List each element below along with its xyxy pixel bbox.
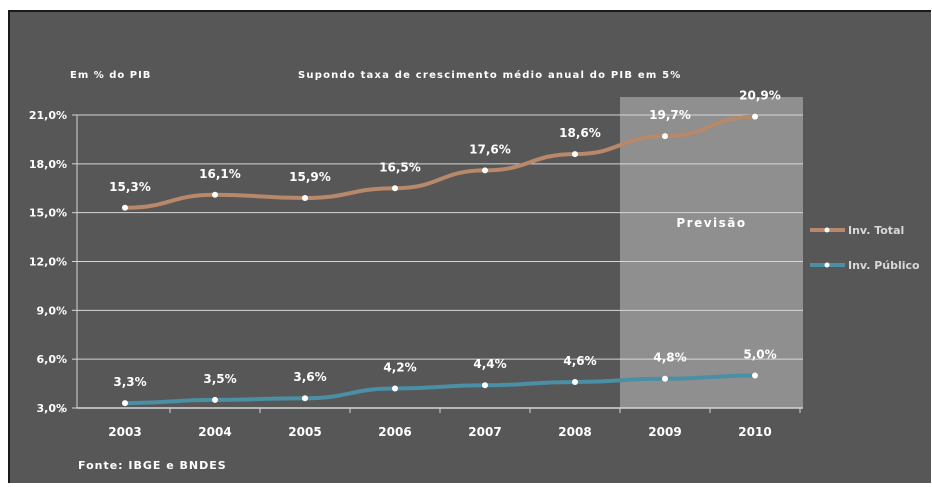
data-label: 4,2% bbox=[383, 360, 416, 374]
data-label: 4,8% bbox=[653, 351, 686, 365]
data-label: 19,7% bbox=[649, 108, 691, 122]
data-label: 16,5% bbox=[379, 160, 421, 174]
legend-label: Inv. Público bbox=[848, 259, 920, 272]
data-point bbox=[122, 204, 128, 211]
chart: Previsão 3,0% 6,0% 9,0% 12,0% 15,0% 18,0% 21,0… bbox=[29, 69, 920, 472]
data-label: 15,3% bbox=[109, 180, 151, 194]
data-point bbox=[662, 375, 668, 382]
data-point bbox=[302, 395, 308, 402]
data-label: 16,1% bbox=[199, 167, 241, 181]
data-point bbox=[482, 382, 488, 389]
x-tick-label: 2007 bbox=[468, 425, 501, 439]
grid bbox=[72, 114, 803, 409]
x-tick-label: 2009 bbox=[648, 425, 681, 439]
legend: Inv. Total Inv. Público bbox=[810, 224, 920, 272]
data-point bbox=[302, 195, 308, 202]
x-tick-label: 2006 bbox=[378, 425, 411, 439]
data-point bbox=[392, 185, 398, 192]
data-label: 18,6% bbox=[559, 126, 601, 140]
legend-label: Inv. Total bbox=[848, 224, 904, 237]
y-axis: 3,0% 6,0% 9,0% 12,0% 15,0% 18,0% 21,0% bbox=[29, 109, 67, 415]
x-tick-label: 2008 bbox=[558, 425, 591, 439]
data-label: 15,9% bbox=[289, 170, 331, 184]
data-label: 3,5% bbox=[203, 372, 236, 386]
data-label: 3,6% bbox=[293, 370, 326, 384]
data-point bbox=[752, 372, 758, 379]
forecast-label: Previsão bbox=[676, 216, 746, 230]
data-label: 4,6% bbox=[563, 354, 596, 368]
y-tick-label: 6,0% bbox=[36, 353, 67, 366]
chart-panel: Previsão 3,0% 6,0% 9,0% 12,0% 15,0% 18,0% 21,0… bbox=[8, 10, 931, 483]
data-point bbox=[212, 396, 218, 403]
x-axis: 2003 2004 2005 2006 2007 2008 2009 2010 bbox=[61, 408, 801, 439]
y-tick-label: 21,0% bbox=[29, 109, 67, 122]
data-point bbox=[752, 113, 758, 120]
data-point bbox=[122, 400, 128, 407]
y-tick-label: 9,0% bbox=[36, 304, 67, 317]
y-tick-label: 15,0% bbox=[29, 207, 67, 220]
chart-title: Supondo taxa de crescimento médio anual … bbox=[298, 69, 682, 81]
forecast-band bbox=[620, 97, 803, 408]
data-point bbox=[572, 151, 578, 158]
data-label: 4,4% bbox=[473, 357, 506, 371]
series-line bbox=[123, 114, 757, 210]
series-line bbox=[123, 373, 757, 406]
series-layer: 15,3% 16,1% 15,9% 16,5% 17,6% 18,6% 19,7% 20,9%… bbox=[109, 89, 781, 407]
data-point bbox=[482, 167, 488, 174]
y-tick-label: 18,0% bbox=[29, 158, 67, 171]
data-label: 5,0% bbox=[743, 347, 776, 361]
source-note: Fonte: IBGE e BNDES bbox=[78, 459, 227, 472]
x-tick-label: 2004 bbox=[198, 425, 231, 439]
legend-marker bbox=[824, 227, 830, 233]
data-point bbox=[392, 385, 398, 392]
data-point bbox=[572, 378, 578, 385]
data-point bbox=[212, 191, 218, 198]
x-tick-label: 2005 bbox=[288, 425, 321, 439]
data-label: 3,3% bbox=[113, 375, 146, 389]
x-tick-label: 2003 bbox=[108, 425, 141, 439]
data-label: 20,9% bbox=[739, 89, 781, 103]
legend-marker bbox=[824, 262, 830, 268]
data-point bbox=[662, 133, 668, 140]
y-tick-label: 12,0% bbox=[29, 256, 67, 269]
y-tick-label: 3,0% bbox=[36, 402, 67, 415]
unit-label: Em % do PIB bbox=[70, 70, 151, 81]
data-label: 17,6% bbox=[469, 142, 511, 156]
x-tick-label: 2010 bbox=[738, 425, 771, 439]
